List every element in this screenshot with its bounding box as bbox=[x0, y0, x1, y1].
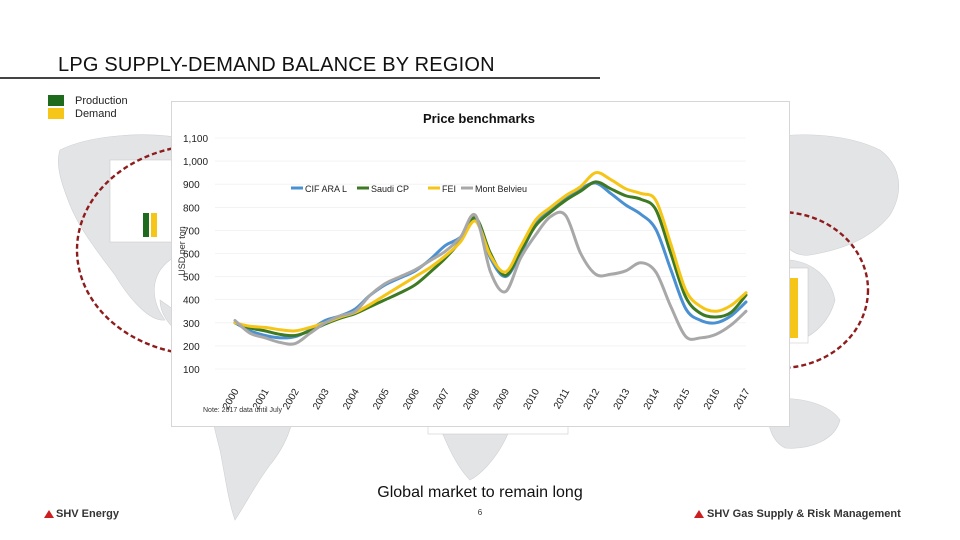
chart-note: Note: 2017 data until July bbox=[203, 407, 282, 414]
footer-brand-left: SHV Energy bbox=[56, 508, 119, 520]
y-tick-label: 900 bbox=[183, 180, 200, 191]
shv-logo-mark-left bbox=[44, 510, 54, 518]
legend-entry: CIF ARA L bbox=[305, 184, 347, 194]
footer-brand-right: SHV Gas Supply & Risk Management bbox=[707, 508, 901, 520]
legend-label-demand: Demand bbox=[75, 108, 117, 120]
x-axis-ticks: 2000 2001 2002 2003 2004 2005 2006 2007 2008 2009… bbox=[221, 387, 753, 412]
x-tick-label: 2014 bbox=[642, 387, 663, 412]
y-tick-label: 500 bbox=[183, 273, 200, 284]
series-line-cif-ara-l bbox=[233, 181, 748, 340]
chart-title: Price benchmarks bbox=[423, 111, 535, 126]
price-benchmarks-chart: Price benchmarks 100 200 300 400 500 600 700 80… bbox=[177, 111, 753, 414]
chart-series bbox=[233, 171, 748, 346]
x-tick-label: 2009 bbox=[491, 387, 512, 412]
y-tick-label: 700 bbox=[183, 226, 200, 237]
x-tick-label: 2003 bbox=[311, 387, 332, 412]
y-axis-label: USD per ton bbox=[177, 226, 187, 276]
x-tick-label: 2017 bbox=[732, 387, 753, 412]
x-tick-label: 2004 bbox=[341, 387, 362, 412]
legend-swatch-production bbox=[48, 95, 64, 106]
y-tick-label: 800 bbox=[183, 203, 200, 214]
y-tick-label: 300 bbox=[183, 319, 200, 330]
legend-entry: FEI bbox=[442, 184, 456, 194]
y-tick-label: 1,000 bbox=[183, 157, 208, 168]
slide-title: LPG SUPPLY-DEMAND BALANCE BY REGION bbox=[58, 54, 495, 76]
y-tick-label: 400 bbox=[183, 296, 200, 307]
y-tick-label: 200 bbox=[183, 342, 200, 353]
y-tick-label: 600 bbox=[183, 250, 200, 261]
y-tick-label: 100 bbox=[183, 365, 200, 376]
chart-panel bbox=[171, 101, 790, 427]
x-tick-label: 2006 bbox=[401, 387, 422, 412]
x-tick-label: 2005 bbox=[371, 387, 392, 412]
shv-logo-mark-right bbox=[694, 510, 704, 518]
series-line-mont-belvieu bbox=[233, 210, 748, 346]
x-tick-label: 2016 bbox=[702, 387, 723, 412]
inset-chart-right bbox=[787, 267, 809, 344]
slide-tagline: Global market to remain long bbox=[377, 484, 583, 501]
x-tick-label: 2010 bbox=[522, 387, 543, 412]
x-tick-label: 2012 bbox=[582, 387, 603, 412]
y-tick-label: 1,100 bbox=[183, 134, 208, 145]
chart-legend: CIF ARA L Saudi CP FEI Mont Belvieu bbox=[291, 184, 527, 194]
x-tick-label: 2007 bbox=[431, 387, 452, 412]
legend-label-production: Production bbox=[75, 95, 128, 107]
x-tick-label: 2011 bbox=[552, 387, 572, 412]
legend-swatch-demand bbox=[48, 108, 64, 119]
x-tick-label: 2008 bbox=[461, 387, 482, 412]
x-tick-label: 2013 bbox=[612, 387, 633, 412]
page-number: 6 bbox=[477, 508, 483, 517]
legend-entry: Mont Belvieu bbox=[475, 184, 527, 194]
x-tick-label: 2002 bbox=[281, 387, 302, 412]
legend-entry: Saudi CP bbox=[371, 184, 409, 194]
x-tick-label: 2015 bbox=[672, 387, 693, 412]
title-underline bbox=[0, 77, 600, 79]
